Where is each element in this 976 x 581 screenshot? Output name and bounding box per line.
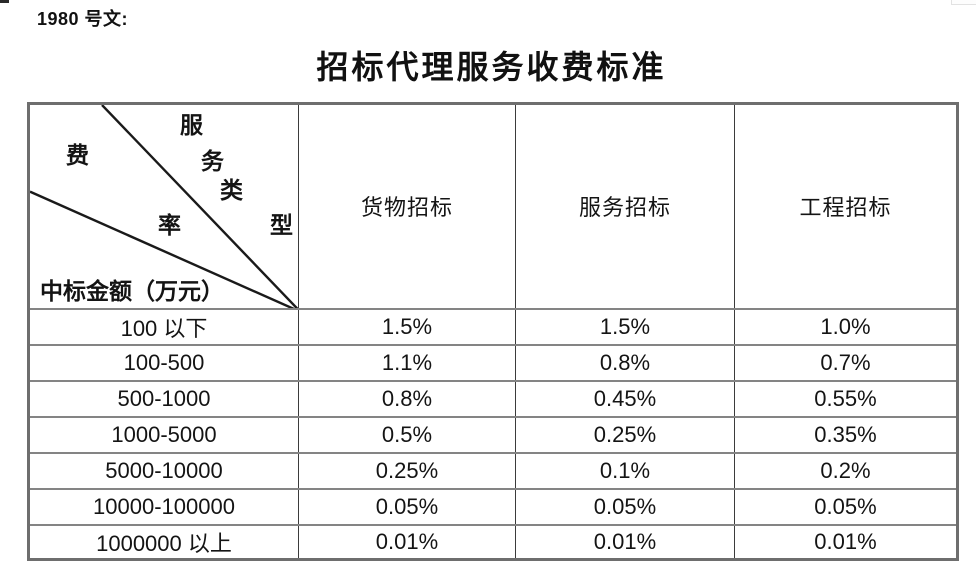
rate-cell: 0.01% bbox=[734, 523, 958, 560]
rate-cell: 0.5% bbox=[298, 415, 516, 454]
amount-cell: 100 以下 bbox=[28, 307, 299, 346]
rate-cell: 0.45% bbox=[515, 379, 735, 418]
rate-cell: 0.05% bbox=[515, 487, 735, 526]
table-row: 100 以下 1.5% 1.5% 1.0% bbox=[28, 307, 958, 346]
fee-table: 服 务 类 型 费 率 中标金额（万元） 货物招标 服务招标 工程招标 100 … bbox=[27, 102, 959, 561]
amount-cell: 1000-5000 bbox=[28, 415, 299, 454]
column-header-engineering: 工程招标 bbox=[734, 102, 958, 310]
rate-cell: 0.55% bbox=[734, 379, 958, 418]
service-type-char: 服 bbox=[180, 113, 203, 138]
service-type-char: 型 bbox=[270, 213, 293, 238]
table-row: 5000-10000 0.25% 0.1% 0.2% bbox=[28, 451, 958, 490]
table-row: 500-1000 0.8% 0.45% 0.55% bbox=[28, 379, 958, 418]
service-type-char: 务 bbox=[201, 149, 224, 174]
rate-cell: 1.0% bbox=[734, 307, 958, 346]
table-row: 1000000 以上 0.01% 0.01% 0.01% bbox=[28, 523, 958, 560]
column-header-services: 服务招标 bbox=[515, 102, 735, 310]
rate-cell: 0.25% bbox=[515, 415, 735, 454]
rate-cell: 0.8% bbox=[298, 379, 516, 418]
diagonal-divider-lines bbox=[29, 105, 297, 307]
table-header-row: 服 务 类 型 费 率 中标金额（万元） 货物招标 服务招标 工程招标 bbox=[28, 102, 958, 310]
amount-axis-label: 中标金额（万元） bbox=[40, 278, 224, 304]
screenshot-edge-artifact bbox=[0, 0, 9, 3]
rate-cell: 0.05% bbox=[734, 487, 958, 526]
rate-cell: 1.5% bbox=[515, 307, 735, 346]
table-row: 1000-5000 0.5% 0.25% 0.35% bbox=[28, 415, 958, 454]
rate-cell: 0.01% bbox=[298, 523, 516, 560]
table-row: 10000-100000 0.05% 0.05% 0.05% bbox=[28, 487, 958, 526]
doc-number: 1980 号文: bbox=[37, 9, 129, 29]
rate-cell: 0.25% bbox=[298, 451, 516, 490]
fee-rate-char: 费 bbox=[66, 143, 89, 168]
rate-cell: 0.7% bbox=[734, 343, 958, 382]
fee-rate-char: 率 bbox=[158, 213, 181, 238]
amount-cell: 1000000 以上 bbox=[28, 523, 299, 560]
screenshot-edge-artifact bbox=[951, 0, 976, 5]
amount-cell: 500-1000 bbox=[28, 379, 299, 418]
table-row: 100-500 1.1% 0.8% 0.7% bbox=[28, 343, 958, 382]
rate-cell: 0.01% bbox=[515, 523, 735, 560]
rate-cell: 1.1% bbox=[298, 343, 516, 382]
corner-cell: 服 务 类 型 费 率 中标金额（万元） bbox=[28, 102, 299, 310]
rate-cell: 1.5% bbox=[298, 307, 516, 346]
rate-cell: 0.05% bbox=[298, 487, 516, 526]
amount-cell: 5000-10000 bbox=[28, 451, 299, 490]
column-header-goods: 货物招标 bbox=[298, 102, 516, 310]
page-title: 招标代理服务收费标准 bbox=[316, 49, 667, 85]
rate-cell: 0.8% bbox=[515, 343, 735, 382]
rate-cell: 0.35% bbox=[734, 415, 958, 454]
amount-cell: 10000-100000 bbox=[28, 487, 299, 526]
rate-cell: 0.1% bbox=[515, 451, 735, 490]
service-type-char: 类 bbox=[220, 178, 243, 203]
rate-cell: 0.2% bbox=[734, 451, 958, 490]
amount-cell: 100-500 bbox=[28, 343, 299, 382]
